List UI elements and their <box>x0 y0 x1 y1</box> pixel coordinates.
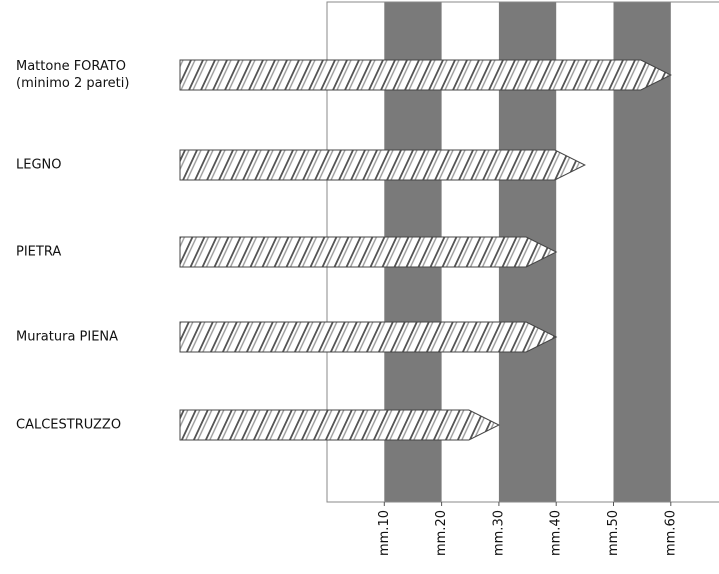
category-label: PIETRA <box>16 244 62 260</box>
x-tick-label: mm.40 <box>549 510 564 556</box>
x-tick-label: mm.10 <box>377 510 392 556</box>
screw <box>179 59 672 91</box>
screw <box>179 149 586 181</box>
x-tick-label: mm.20 <box>434 510 449 556</box>
screw <box>179 236 558 268</box>
screw <box>179 321 558 353</box>
x-tick-label: mm.30 <box>491 510 506 556</box>
category-label: LEGNO <box>16 157 62 173</box>
category-label: Muratura PIENA <box>16 329 119 345</box>
x-tick-label: mm.50 <box>606 510 621 556</box>
category-label: CALCESTRUZZO <box>16 417 122 433</box>
x-tick-label: mm.60 <box>663 510 678 556</box>
screw <box>179 409 501 441</box>
category-label: Mattone FORATO (minimo 2 pareti) <box>16 59 130 91</box>
